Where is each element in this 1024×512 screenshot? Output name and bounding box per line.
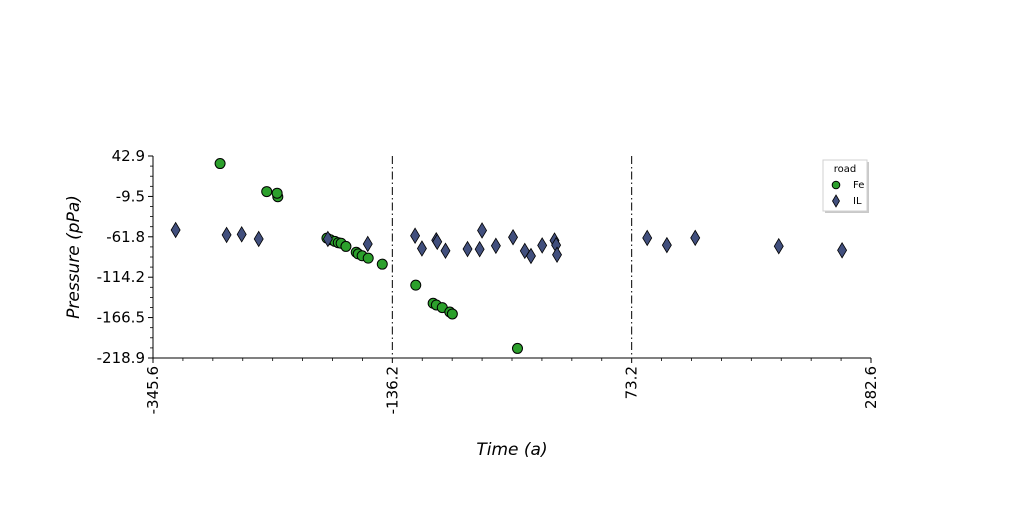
data-point-il (552, 246, 562, 264)
y-tick-label: -114.2 (97, 268, 145, 286)
data-point-il (526, 247, 536, 265)
data-point-il (322, 230, 333, 248)
data-point-il (362, 235, 373, 253)
data-point-il (236, 226, 247, 243)
y-tick-label: -61.8 (106, 228, 145, 246)
data-point-il (519, 242, 530, 260)
data-point-il (642, 229, 653, 247)
data-point-il (773, 237, 784, 255)
data-point-il (477, 222, 488, 239)
data-point-il (690, 229, 701, 247)
data-point-il (837, 242, 848, 259)
data-point-fe (446, 308, 458, 320)
ticks: 42.9 -9.5 -61.8 -114.2 -166.5 -218.9-345.6 -13… (97, 147, 880, 414)
data-point-fe (214, 158, 226, 170)
data-point-fe (376, 258, 388, 270)
y-tick-label: -218.9 (97, 349, 145, 367)
data-point-il (462, 240, 473, 258)
x-axis-label: Time (a) (476, 440, 547, 460)
data-point-fe (261, 186, 273, 198)
x-tick-label: -136.2 (383, 366, 401, 414)
x-tick-label: -345.6 (144, 366, 162, 414)
data-point-il (416, 240, 427, 257)
data-point-il (170, 221, 181, 239)
data-point-il (432, 233, 443, 251)
data-point-fe (511, 342, 523, 354)
data-point-il (490, 237, 501, 255)
legend-title: road (834, 164, 857, 175)
legend-il-marker (832, 194, 840, 208)
data-point-fe (362, 252, 374, 264)
data-points (170, 158, 848, 354)
data-point-il (410, 227, 421, 244)
y-tick-label: -9.5 (116, 187, 145, 205)
y-axis-label: Pressure (pPa) (64, 195, 84, 319)
data-point-fe (340, 240, 352, 252)
data-point-il (508, 228, 518, 246)
data-point-il (253, 230, 264, 248)
data-point-il (537, 237, 548, 254)
data-point-il (440, 242, 451, 260)
x-tick-label: 282.6 (862, 366, 880, 409)
x-tick-label: 73.2 (623, 366, 641, 399)
data-point-il (661, 236, 672, 254)
legend-fe-marker (831, 180, 841, 190)
y-tick-label: -166.5 (97, 309, 145, 327)
data-point-fe (410, 279, 422, 291)
legend-fe-label: Fe (853, 180, 864, 191)
y-tick-label: 42.9 (112, 147, 145, 165)
legend: road Fe IL (822, 159, 869, 213)
data-point-il (221, 226, 232, 244)
data-point-fe (271, 187, 283, 199)
legend-il-label: IL (853, 196, 862, 207)
axes (152, 156, 871, 359)
reference-lines (391, 156, 633, 358)
data-point-il (474, 240, 485, 258)
legend-box (822, 159, 868, 212)
